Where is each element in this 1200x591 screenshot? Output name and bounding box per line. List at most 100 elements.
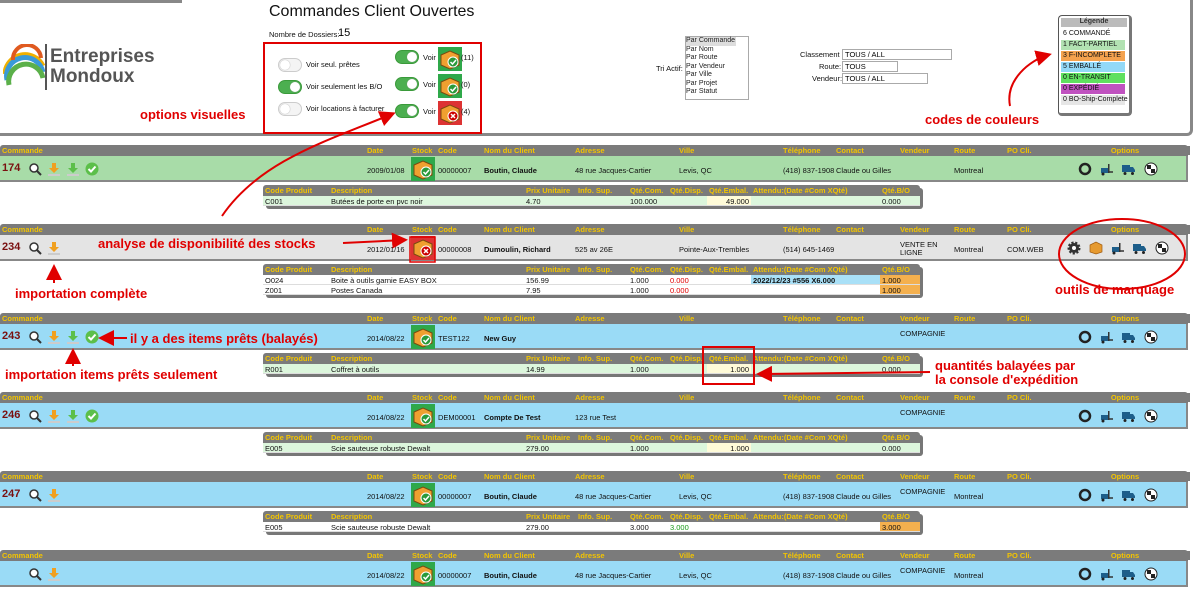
option-icon[interactable] [1144, 162, 1158, 176]
order-row [0, 235, 1188, 261]
option-icon[interactable] [1122, 488, 1136, 502]
order-column-header: Commande [2, 551, 43, 560]
order-column-header: Adresse [575, 472, 605, 481]
option-icon[interactable] [1078, 162, 1092, 176]
legend-title: Légende [1061, 18, 1127, 27]
voir-count: (0) [461, 80, 471, 89]
option-icon[interactable] [1100, 488, 1114, 502]
row-icon[interactable] [28, 330, 42, 344]
option-icon[interactable] [1089, 241, 1103, 255]
tri-option[interactable]: Par Ville [686, 71, 712, 78]
option-icon[interactable] [1144, 330, 1158, 344]
tri-option[interactable]: Par Route [686, 54, 718, 61]
item-cell-bg [880, 522, 920, 531]
item-cell-bg [707, 443, 751, 452]
tri-option[interactable]: Par Statut [686, 88, 718, 95]
order-column-header: Date [367, 225, 384, 234]
option-icon[interactable] [1144, 567, 1158, 581]
option-icon[interactable] [1122, 330, 1136, 344]
item-column-header: Prix Unitaire [526, 433, 571, 442]
item-qty_embal: 1.000 [730, 444, 749, 453]
item-price: 279.00 [526, 523, 549, 532]
tri-option[interactable]: Par Nom [686, 45, 714, 53]
option-icon[interactable] [1144, 409, 1158, 423]
tri-option[interactable]: Par Commande [686, 37, 736, 46]
toggle-switch[interactable] [395, 50, 419, 64]
option-icon[interactable] [1100, 409, 1114, 423]
order-column-header: PO Cli. [1007, 314, 1032, 323]
order-address: 48 rue Jacques-Cartier [575, 492, 652, 501]
option-icon[interactable] [1122, 409, 1136, 423]
item-column-header: Prix Unitaire [526, 354, 571, 363]
row-icon[interactable] [66, 409, 80, 423]
toggle-switch[interactable] [395, 77, 419, 91]
order-code: DEM00001 [438, 413, 476, 422]
toggle-switch[interactable] [395, 104, 419, 118]
row-icon[interactable] [47, 241, 61, 255]
option-icon[interactable] [1155, 241, 1169, 255]
option-icon[interactable] [1122, 567, 1136, 581]
toggle-switch[interactable] [278, 58, 302, 72]
row-icon[interactable] [28, 488, 42, 502]
row-icon[interactable] [47, 488, 61, 502]
option-icon[interactable] [1078, 488, 1092, 502]
annotation: importation complète [15, 286, 148, 301]
order-column-header: Stock [412, 551, 433, 560]
item-attendu: 2022/12/23 #556 X6.000 [753, 276, 836, 285]
item-column-header: Description [331, 186, 373, 195]
order-vendeur: VENTE EN LIGNE [900, 240, 938, 257]
order-column-header: PO Cli. [1007, 146, 1032, 155]
option-icon[interactable] [1078, 409, 1092, 423]
order-address: 123 rue Test [575, 413, 617, 422]
row-icon[interactable] [47, 409, 61, 423]
item-qty_disp: 0.000 [670, 286, 689, 295]
order-row [0, 324, 1188, 350]
option-icon[interactable] [1078, 330, 1092, 344]
row-icon[interactable] [47, 330, 61, 344]
voir-label: Voir [423, 107, 436, 116]
toggle-switch[interactable] [278, 80, 302, 94]
option-icon[interactable] [1100, 162, 1114, 176]
filter-select[interactable]: TOUS [842, 61, 898, 72]
order-row [0, 403, 1188, 429]
item-column-header: Qté.Embal. [709, 265, 749, 274]
row-icon[interactable] [85, 409, 99, 423]
option-icon[interactable] [1133, 241, 1147, 255]
item-column-header: Info. Sup. [578, 354, 613, 363]
row-icon[interactable] [28, 241, 42, 255]
option-icon[interactable] [1111, 241, 1125, 255]
filter-select[interactable]: TOUS / ALL [842, 73, 928, 84]
legend-item: 1 FACT-PARTIEL [1061, 40, 1125, 50]
row-icon[interactable] [28, 567, 42, 581]
order-column-header: Vendeur [900, 225, 930, 234]
option-icon[interactable] [1100, 567, 1114, 581]
row-icon[interactable] [85, 162, 99, 176]
row-icon[interactable] [47, 162, 61, 176]
order-phone: (418) 837-1908 [783, 571, 835, 580]
row-icon[interactable] [28, 409, 42, 423]
row-icon[interactable] [28, 162, 42, 176]
order-column-header: Téléphone [783, 146, 821, 155]
item-column-header: Prix Unitaire [526, 186, 571, 195]
option-icon[interactable] [1100, 330, 1114, 344]
tri-option[interactable]: Par Vendeur [686, 62, 725, 70]
row-icon[interactable] [47, 567, 61, 581]
tri-option[interactable]: Par Projet [686, 79, 718, 87]
option-icon[interactable] [1144, 488, 1158, 502]
toggle-switch[interactable] [278, 102, 302, 116]
toggle-label: Voir locations à facturer [306, 104, 385, 113]
filter-select[interactable]: TOUS / ALL [842, 49, 952, 60]
option-icon[interactable] [1078, 567, 1092, 581]
order-column-header: Ville [679, 314, 695, 323]
order-column-header: Date [367, 393, 384, 402]
annotation: quantités balayées par [935, 358, 1076, 373]
row-icon[interactable] [66, 330, 80, 344]
option-icon[interactable] [1067, 241, 1081, 255]
order-column-header: Vendeur [900, 393, 930, 402]
item-column-header: Attendu:(Date #Com XQté) [753, 354, 848, 363]
option-icon[interactable] [1122, 162, 1136, 176]
item-qty_bo: 0.000 [882, 444, 901, 453]
order-client: Dumoulin, Richard [484, 245, 551, 254]
row-icon[interactable] [85, 330, 99, 344]
row-icon[interactable] [66, 162, 80, 176]
